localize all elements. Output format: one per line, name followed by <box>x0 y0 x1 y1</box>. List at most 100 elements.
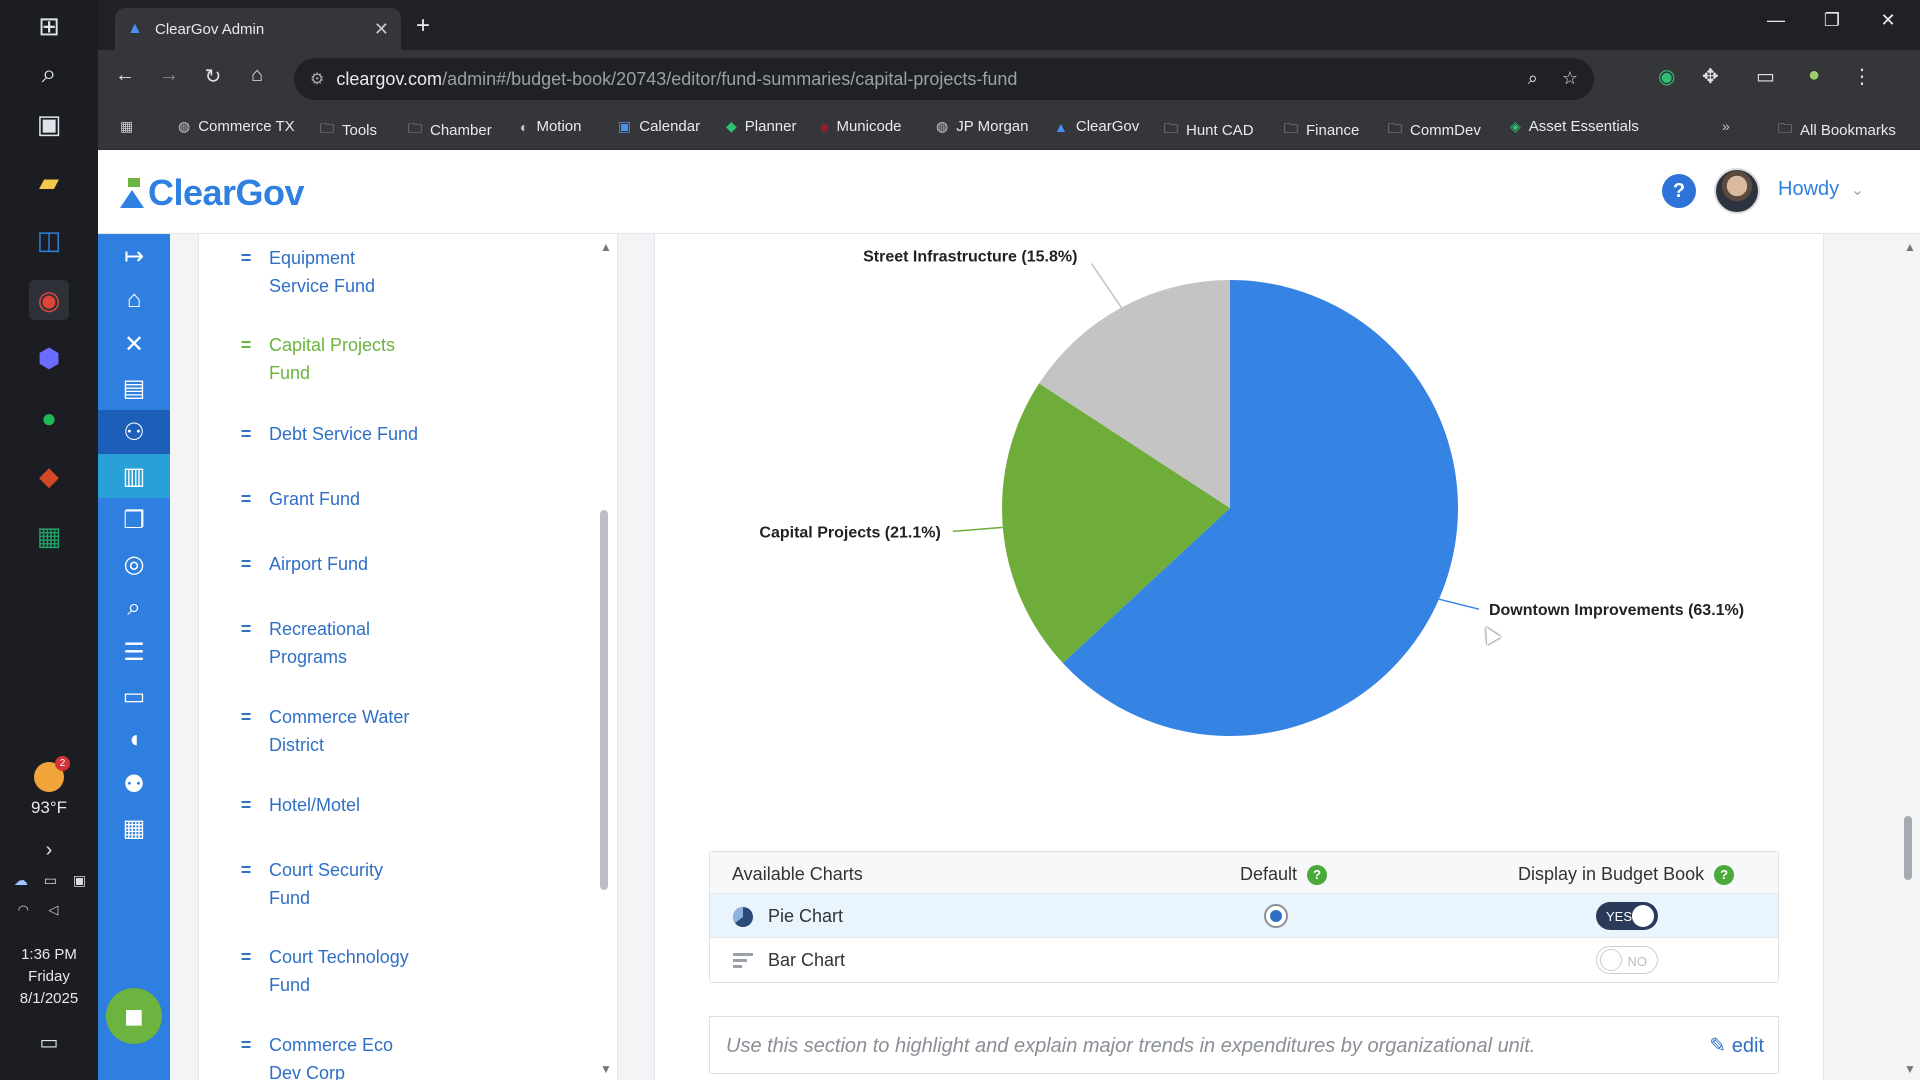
fund-item[interactable]: = Grant Fund <box>199 485 579 513</box>
pie-slice[interactable] <box>1002 383 1230 664</box>
fund-item[interactable]: = Airport Fund <box>199 550 579 578</box>
scroll-down-icon[interactable]: ▼ <box>600 1062 612 1076</box>
table-row[interactable]: Pie Chart YES <box>710 894 1778 938</box>
drag-handle-icon[interactable]: = <box>240 424 252 444</box>
zoom-icon[interactable]: ⌕ <box>1527 68 1538 88</box>
close-window-icon[interactable]: ✕ <box>1880 10 1896 30</box>
user-menu[interactable]: Howdy ⌄ <box>1778 178 1864 201</box>
search-document-icon[interactable]: ⌕ <box>127 594 141 621</box>
display-toggle[interactable]: NO <box>1596 946 1658 974</box>
page-scroll-down-icon[interactable]: ▼ <box>1904 1062 1916 1076</box>
bookmark-item[interactable]: ◐ Motion <box>520 118 582 135</box>
back-icon[interactable]: ← <box>115 64 135 86</box>
drag-handle-icon[interactable]: = <box>240 860 252 880</box>
drag-handle-icon[interactable]: = <box>240 335 252 355</box>
bookmark-item[interactable]: ◈ Asset Essentials <box>1510 118 1639 135</box>
windows-start-icon[interactable]: ⊞ <box>38 10 60 41</box>
presentation-icon[interactable]: ▭ <box>122 682 146 710</box>
org-chart-icon[interactable]: ⚇ <box>98 410 170 454</box>
drag-handle-icon[interactable]: = <box>240 248 252 268</box>
drag-handle-icon[interactable]: = <box>240 947 252 967</box>
pie-slice[interactable] <box>1062 280 1458 736</box>
database-icon[interactable]: ☰ <box>123 638 145 666</box>
file-explorer-icon[interactable]: ▰ <box>39 166 59 197</box>
grammarly-icon[interactable]: ◉ <box>1658 66 1676 88</box>
menu-icon[interactable]: ⋮ <box>1852 66 1872 88</box>
fund-item[interactable]: = Recreational Programs <box>199 615 579 671</box>
display-toggle[interactable]: YES <box>1596 902 1658 930</box>
home-icon[interactable]: ⌂ <box>250 64 264 86</box>
chevron-right-icon[interactable]: › <box>45 838 53 861</box>
scroll-up-icon[interactable]: ▲ <box>600 240 612 254</box>
display-help-icon[interactable]: ? <box>1714 865 1735 885</box>
users-icon[interactable]: ⚉ <box>123 770 145 798</box>
drag-handle-icon[interactable]: = <box>240 707 252 727</box>
spotify-icon[interactable]: ● <box>41 402 57 433</box>
fund-item[interactable]: = Debt Service Fund <box>199 420 579 448</box>
close-tab-icon[interactable]: ✕ <box>373 18 389 39</box>
fund-list-scrollbar[interactable] <box>600 510 608 890</box>
address-bar[interactable]: ⚙ cleargov.com/admin#/budget-book/20743/… <box>294 58 1594 100</box>
help-button[interactable]: ? <box>1662 174 1696 208</box>
onedrive-icon[interactable]: ☁ <box>13 872 28 888</box>
page-scroll-up-icon[interactable]: ▲ <box>1904 240 1916 254</box>
bookmark-item[interactable]: 🗀 Finance <box>1284 118 1359 142</box>
pie-slice[interactable] <box>1039 280 1230 508</box>
copilot-icon[interactable]: ⬢ <box>37 342 61 373</box>
page-scrollbar[interactable] <box>1904 816 1912 880</box>
more-bookmarks-icon[interactable]: » <box>1722 118 1730 134</box>
calendar-icon[interactable]: ▦ <box>122 814 146 842</box>
apps-icon[interactable]: ▦ <box>120 118 134 134</box>
comment-icon[interactable]: ◖ <box>126 726 142 753</box>
task-view-icon[interactable]: ▣ <box>36 108 62 139</box>
home-icon[interactable]: ⌂ <box>126 286 142 313</box>
browser-tab[interactable]: ▲ ClearGov Admin ✕ <box>115 8 401 50</box>
weather-widget[interactable]: 2 93°F <box>0 756 98 818</box>
drag-handle-icon[interactable]: = <box>240 619 252 639</box>
fund-item[interactable]: = Capital Projects Fund <box>199 331 579 387</box>
avatar[interactable] <box>1714 168 1760 214</box>
bookmark-item[interactable]: 🗀 Chamber <box>408 118 492 142</box>
fund-item[interactable]: = Court Security Fund <box>199 856 579 912</box>
bookmark-item[interactable]: ▲ ClearGov <box>1054 118 1140 135</box>
all-bookmarks[interactable]: 🗀 All Bookmarks <box>1778 118 1896 142</box>
chat-support-button[interactable]: ◼ <box>106 988 162 1044</box>
drag-handle-icon[interactable]: = <box>240 1035 252 1055</box>
restore-icon[interactable]: ❐ <box>1823 10 1841 30</box>
bookmark-item[interactable]: ■ Municode <box>820 118 902 135</box>
drag-handle-icon[interactable]: = <box>240 554 252 574</box>
powerpoint-icon[interactable]: ◆ <box>39 460 59 491</box>
table-row[interactable]: Bar Chart NO <box>710 938 1778 982</box>
target-icon[interactable]: ◎ <box>123 550 145 578</box>
fund-item[interactable]: = Commerce Water District <box>199 703 579 759</box>
bookmark-item[interactable]: 🗀 Hunt CAD <box>1164 118 1254 142</box>
bookmark-item[interactable]: ◍ JP Morgan <box>936 118 1029 135</box>
bookmark-star-icon[interactable]: ☆ <box>1561 68 1578 88</box>
edit-notes-link[interactable]: ✎ edit <box>1709 1035 1764 1057</box>
fund-item[interactable]: = Equipment Service Fund <box>199 244 579 300</box>
bookmark-item[interactable]: 🗀 CommDev <box>1388 118 1481 142</box>
minimize-icon[interactable]: — <box>1767 10 1785 30</box>
notifications-icon[interactable]: ▭ <box>39 1031 59 1054</box>
bookmark-item[interactable]: ◆ Planner <box>726 118 797 135</box>
new-tab-icon[interactable]: + <box>416 12 431 39</box>
book-icon[interactable]: ▥ <box>98 454 170 498</box>
search-icon[interactable]: ⌕ <box>41 58 57 88</box>
default-radio[interactable] <box>1264 904 1288 928</box>
fund-item[interactable]: = Hotel/Motel <box>199 791 579 819</box>
volume-icon[interactable]: ◁ <box>48 902 59 917</box>
fund-item[interactable]: = Commerce Eco Dev Corp <box>199 1031 579 1080</box>
collapse-sidebar-icon[interactable]: ↦ <box>123 242 145 270</box>
id-badge-icon[interactable]: ▤ <box>122 374 146 402</box>
wifi-icon[interactable]: ◠ <box>17 902 29 917</box>
default-help-icon[interactable]: ? <box>1307 865 1328 885</box>
copy-icon[interactable]: ❐ <box>123 506 145 534</box>
excel-icon[interactable]: ▦ <box>36 520 62 551</box>
bookmark-item[interactable]: ▣ Calendar <box>618 118 701 135</box>
forward-icon[interactable]: → <box>159 64 179 86</box>
profile-icon[interactable]: ● <box>1808 64 1821 86</box>
display-icon[interactable]: ▣ <box>72 872 87 888</box>
chrome-icon[interactable]: ◉ <box>29 280 69 320</box>
reload-icon[interactable]: ↻ <box>204 66 222 88</box>
tools-icon[interactable]: ✕ <box>123 330 145 358</box>
